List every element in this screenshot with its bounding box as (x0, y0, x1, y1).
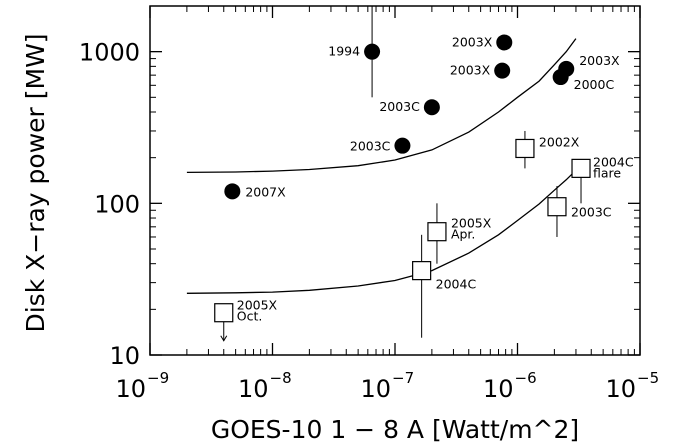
x-tick-exponent: −9 (147, 369, 169, 387)
x-tick-label: 10 (360, 375, 391, 403)
x-tick-label: 10 (605, 375, 636, 403)
y-axis-title: Disk X−ray power [MW] (21, 33, 50, 332)
open-square-point (515, 138, 535, 159)
filled-circle-point (394, 137, 411, 154)
fit-curves (186, 38, 585, 294)
x-tick-exponent: −7 (392, 369, 414, 387)
x-axis-title: GOES-10 1 − 8 A [Watt/m^2] (211, 415, 579, 444)
filled-circle-point (423, 99, 440, 116)
point-sublabel: Apr. (451, 227, 475, 242)
filled-circle-point (224, 183, 241, 200)
y-tick-label: 100 (94, 190, 140, 218)
point-label: 2005X (237, 298, 278, 313)
open-square-point (427, 222, 447, 242)
plot-frame (149, 5, 641, 356)
x-tick-exponent: −5 (637, 369, 659, 387)
point-label: 2003X (452, 34, 493, 49)
point-label: 2003C (571, 205, 612, 220)
filled-circle-point (494, 62, 511, 79)
point-label: 2003C (379, 99, 420, 114)
point-label: 2003X (450, 63, 491, 78)
x-tick-exponent: −8 (270, 369, 292, 387)
fit-curve-2 (186, 162, 585, 294)
filled-circle-point (552, 69, 569, 86)
point-label: 2005X (451, 216, 492, 231)
point-label: 2000C (574, 77, 615, 92)
y-tick-label: 10 (109, 342, 140, 370)
y-tick-label: 1000 (79, 39, 140, 67)
point-label: 2007X (245, 184, 286, 199)
open-square-point (412, 261, 432, 281)
point-sublabel: flare (593, 165, 621, 180)
x-tick-label: 10 (238, 375, 269, 403)
point-label: 2004C (593, 154, 634, 169)
point-sublabel: Oct. (237, 309, 263, 324)
error-bars (220, 6, 582, 342)
filled-circle-point (496, 34, 513, 51)
point-label: 2002X (539, 134, 580, 149)
point-label: 2004C (436, 277, 477, 292)
x-tick-exponent: −6 (515, 369, 537, 387)
point-labels: 1994 2003X 2003X 2003X 2000C 2003C 2003C 2007X 2… (237, 34, 634, 323)
filled-circle-point (364, 43, 381, 60)
open-square-point (547, 197, 567, 217)
fit-curve-1 (186, 38, 577, 174)
open-square-point (214, 303, 234, 323)
point-label: 2003C (350, 139, 391, 154)
data-markers (214, 34, 591, 323)
x-tick-label: 10 (115, 375, 146, 403)
point-label: 1994 (328, 44, 360, 59)
upper-limit-arrowhead (220, 335, 228, 342)
point-label: 2003X (579, 53, 620, 68)
open-square-point (571, 158, 591, 178)
x-tick-label: 10 (483, 375, 514, 403)
